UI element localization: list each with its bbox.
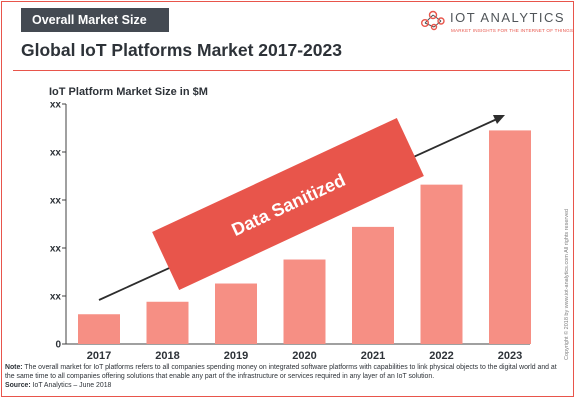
x-tick-label: 2019 (224, 350, 248, 362)
x-axis-labels: 2017 2018 2019 2020 2021 2022 2023 (87, 350, 522, 362)
x-tick-label: 2020 (292, 350, 316, 362)
y-tick-label: xx (50, 244, 62, 255)
section-tag: Overall Market Size (21, 8, 169, 32)
y-tick-label: xx (50, 148, 62, 159)
banner-rect (152, 117, 424, 291)
y-tick-label: 0 (55, 340, 61, 351)
bar-2020 (283, 259, 326, 344)
bars-group (78, 130, 531, 344)
bar-2018 (146, 301, 189, 344)
note-label: Note: (5, 364, 23, 371)
network-logo-icon (421, 10, 445, 31)
note-text: The overall market for IoT platforms ref… (5, 364, 557, 381)
logo-tagline: MARKET INSIGHTS FOR THE INTERNET OF THIN… (451, 28, 574, 33)
bar-2017 (78, 314, 120, 344)
y-tick-label: xx (50, 196, 62, 207)
copyright-notice: Copyright © 2018 by www.iot-analytics.co… (564, 208, 570, 360)
y-tick-label: xx (50, 292, 62, 303)
page-title: Global IoT Platforms Market 2017-2023 (21, 40, 342, 60)
footnote: Note: The overall market for IoT platfor… (5, 363, 565, 390)
y-tick-label: xx (50, 100, 62, 111)
bar-2022 (420, 184, 463, 344)
chart-title: IoT Platform Market Size in $M (49, 86, 208, 98)
bar-2021 (352, 226, 394, 344)
source-label: Source: (5, 382, 31, 390)
x-tick-label: 2022 (429, 350, 453, 362)
source-text: IoT Analytics – June 2018 (30, 382, 112, 390)
bar-2019 (215, 283, 257, 344)
iot-analytics-logo: IOT ANALYTICS MARKET INSIGHTS FOR THE IN… (420, 8, 574, 38)
title-divider (13, 70, 570, 71)
x-tick-label: 2023 (498, 350, 522, 362)
x-tick-label: 2021 (361, 350, 385, 362)
x-tick-label: 2018 (155, 350, 179, 362)
logo-name: IOT ANALYTICS (450, 10, 566, 25)
x-tick-label: 2017 (87, 350, 111, 362)
trend-arrow-head (493, 115, 505, 124)
bar-2023 (489, 130, 531, 344)
